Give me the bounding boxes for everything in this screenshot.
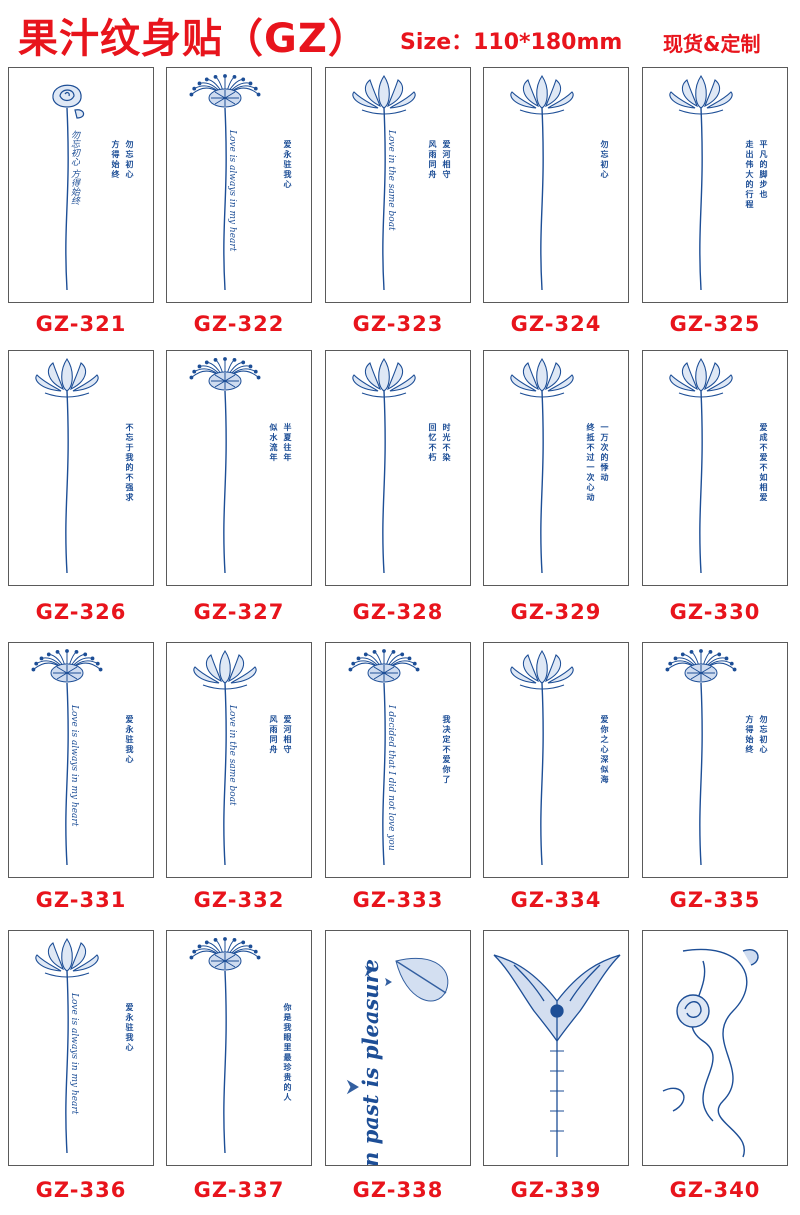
product-code: GZ-335	[669, 888, 761, 912]
tattoo-card-gz-324[interactable]: 勿忘初心	[483, 67, 629, 303]
tattoo-card-gz-326[interactable]: 不忘于我的不强求	[8, 350, 154, 586]
tattoo-card-gz-329[interactable]: 一万次的悸动 终抵不过一次心动	[483, 350, 629, 586]
tattoo-chinese-text: 不忘于我的不强求	[125, 423, 134, 503]
product-code: GZ-334	[510, 888, 602, 912]
product-code: GZ-338	[352, 1178, 444, 1202]
tattoo-script: 勿忘初心 方得始终	[69, 130, 79, 205]
header: 果汁纹身贴（GZ） Size：110*180mm 现货&定制	[0, 0, 800, 62]
tattoo-chinese-text: 平凡的脚步也	[759, 140, 768, 200]
tattoo-card-gz-325[interactable]: 平凡的脚步也 走出伟大的行程	[642, 67, 788, 303]
product-code: GZ-328	[352, 600, 444, 624]
tattoo-chinese-text: 勿忘初心	[600, 140, 609, 180]
product-code: GZ-322	[193, 312, 285, 336]
tattoo-chinese-text: 勿忘初心	[125, 140, 134, 180]
tattoo-chinese-text: 爱河相守	[442, 140, 451, 180]
tattoo-illustration	[352, 358, 416, 574]
tattoo-card-gz-327[interactable]: 半夏往年 似水流年	[166, 350, 312, 586]
product-code: GZ-331	[35, 888, 127, 912]
tattoo-script: Love in the same boat	[386, 130, 396, 231]
tattoo-card-gz-337[interactable]: 你是我眼里最珍贵的人	[166, 930, 312, 1166]
stock-custom-label: 现货&定制	[663, 32, 761, 56]
tattoo-card-gz-323[interactable]: Love in the same boat 爱河相守 风雨同舟	[325, 67, 471, 303]
tattoo-chinese-text: 似水流年	[269, 423, 278, 463]
tattoo-illustration	[52, 84, 85, 291]
tattoo-chinese-text: 爱永驻我心	[283, 140, 292, 190]
tattoo-chinese-text: 一万次的悸动	[600, 423, 609, 483]
tattoo-illustration	[189, 74, 261, 291]
tattoo-script: Pain past is pleasure	[358, 959, 383, 1166]
tattoo-card-gz-321[interactable]: 勿忘初心 方得始终 勿忘初心 方得始终	[8, 67, 154, 303]
tattoo-chinese-text: 我决定不爱你了	[442, 715, 451, 785]
tattoo-chinese-text: 爱永驻我心	[125, 715, 134, 765]
tattoo-card-gz-332[interactable]: Love in the same boat 爱河相守 风雨同舟	[166, 642, 312, 878]
tattoo-card-gz-339[interactable]	[483, 930, 629, 1166]
tattoo-illustration	[35, 358, 99, 574]
tattoo-illustration	[510, 650, 574, 866]
tattoo-chinese-text: 爱河相守	[283, 715, 292, 755]
tattoo-script: I decided that I did not love you	[386, 705, 396, 851]
product-code: GZ-327	[193, 600, 285, 624]
tattoo-chinese-text: 方得始终	[745, 715, 754, 755]
tattoo-illustration	[665, 649, 737, 866]
product-code: GZ-336	[35, 1178, 127, 1202]
tattoo-script: Love is always in my heart	[69, 993, 79, 1115]
tattoo-illustration	[493, 954, 621, 1157]
tattoo-illustration	[352, 75, 416, 291]
product-code: GZ-337	[193, 1178, 285, 1202]
product-code: GZ-326	[35, 600, 127, 624]
tattoo-illustration	[669, 75, 733, 291]
tattoo-illustration	[189, 357, 261, 574]
tattoo-script: Love is always in my heart	[69, 705, 79, 827]
tattoo-chinese-text: 爱成不爱不如相爱	[759, 423, 768, 503]
tattoo-card-gz-335[interactable]: 勿忘初心 方得始终	[642, 642, 788, 878]
tattoo-chinese-text: 半夏往年	[283, 423, 292, 463]
tattoo-illustration	[346, 957, 449, 1095]
product-code: GZ-321	[35, 312, 127, 336]
tattoo-script: Love in the same boat	[227, 705, 237, 806]
tattoo-card-gz-333[interactable]: I decided that I did not love you 我决定不爱你了	[325, 642, 471, 878]
tattoo-illustration	[193, 650, 257, 866]
tattoo-illustration	[510, 75, 574, 291]
tattoo-card-gz-328[interactable]: 时光不染 回忆不朽	[325, 350, 471, 586]
tattoo-chinese-text: 风雨同舟	[428, 140, 437, 180]
tattoo-illustration	[31, 649, 103, 866]
tattoo-card-gz-334[interactable]: 爱你之心深似海	[483, 642, 629, 878]
tattoo-card-gz-330[interactable]: 爱成不爱不如相爱	[642, 350, 788, 586]
tattoo-chinese-text: 勿忘初心	[759, 715, 768, 755]
tattoo-illustration	[669, 358, 733, 574]
tattoo-illustration	[189, 937, 261, 1154]
tattoo-card-gz-338[interactable]: Pain past is pleasure	[325, 930, 471, 1166]
tattoo-chinese-text: 时光不染	[442, 423, 451, 463]
product-code: GZ-325	[669, 312, 761, 336]
tattoo-card-gz-322[interactable]: Love is always in my heart 爱永驻我心	[166, 67, 312, 303]
tattoo-chinese-text: 风雨同舟	[269, 715, 278, 755]
page-title: 果汁纹身贴（GZ）	[18, 16, 369, 62]
tattoo-illustration	[35, 938, 99, 1154]
tattoo-chinese-text: 终抵不过一次心动	[586, 423, 595, 503]
product-code: GZ-324	[510, 312, 602, 336]
product-code: GZ-332	[193, 888, 285, 912]
tattoo-chinese-text: 爱你之心深似海	[600, 715, 609, 785]
tattoo-chinese-text: 你是我眼里最珍贵的人	[283, 1003, 292, 1103]
product-code: GZ-329	[510, 600, 602, 624]
product-code: GZ-339	[510, 1178, 602, 1202]
product-code: GZ-330	[669, 600, 761, 624]
tattoo-card-gz-340[interactable]	[642, 930, 788, 1166]
tattoo-script: Love is always in my heart	[227, 130, 237, 252]
tattoo-illustration	[348, 649, 420, 866]
tattoo-illustration	[510, 358, 574, 574]
product-code: GZ-323	[352, 312, 444, 336]
product-code: GZ-333	[352, 888, 444, 912]
product-code: GZ-340	[669, 1178, 761, 1202]
tattoo-chinese-text: 方得始终	[111, 140, 120, 180]
size-label: Size：110*180mm	[400, 30, 623, 55]
tattoo-illustration	[662, 948, 759, 1158]
tattoo-chinese-text: 爱永驻我心	[125, 1003, 134, 1053]
tattoo-card-gz-336[interactable]: Love is always in my heart 爱永驻我心	[8, 930, 154, 1166]
tattoo-chinese-text: 走出伟大的行程	[745, 140, 754, 210]
tattoo-card-gz-331[interactable]: Love is always in my heart 爱永驻我心	[8, 642, 154, 878]
tattoo-chinese-text: 回忆不朽	[428, 423, 437, 463]
